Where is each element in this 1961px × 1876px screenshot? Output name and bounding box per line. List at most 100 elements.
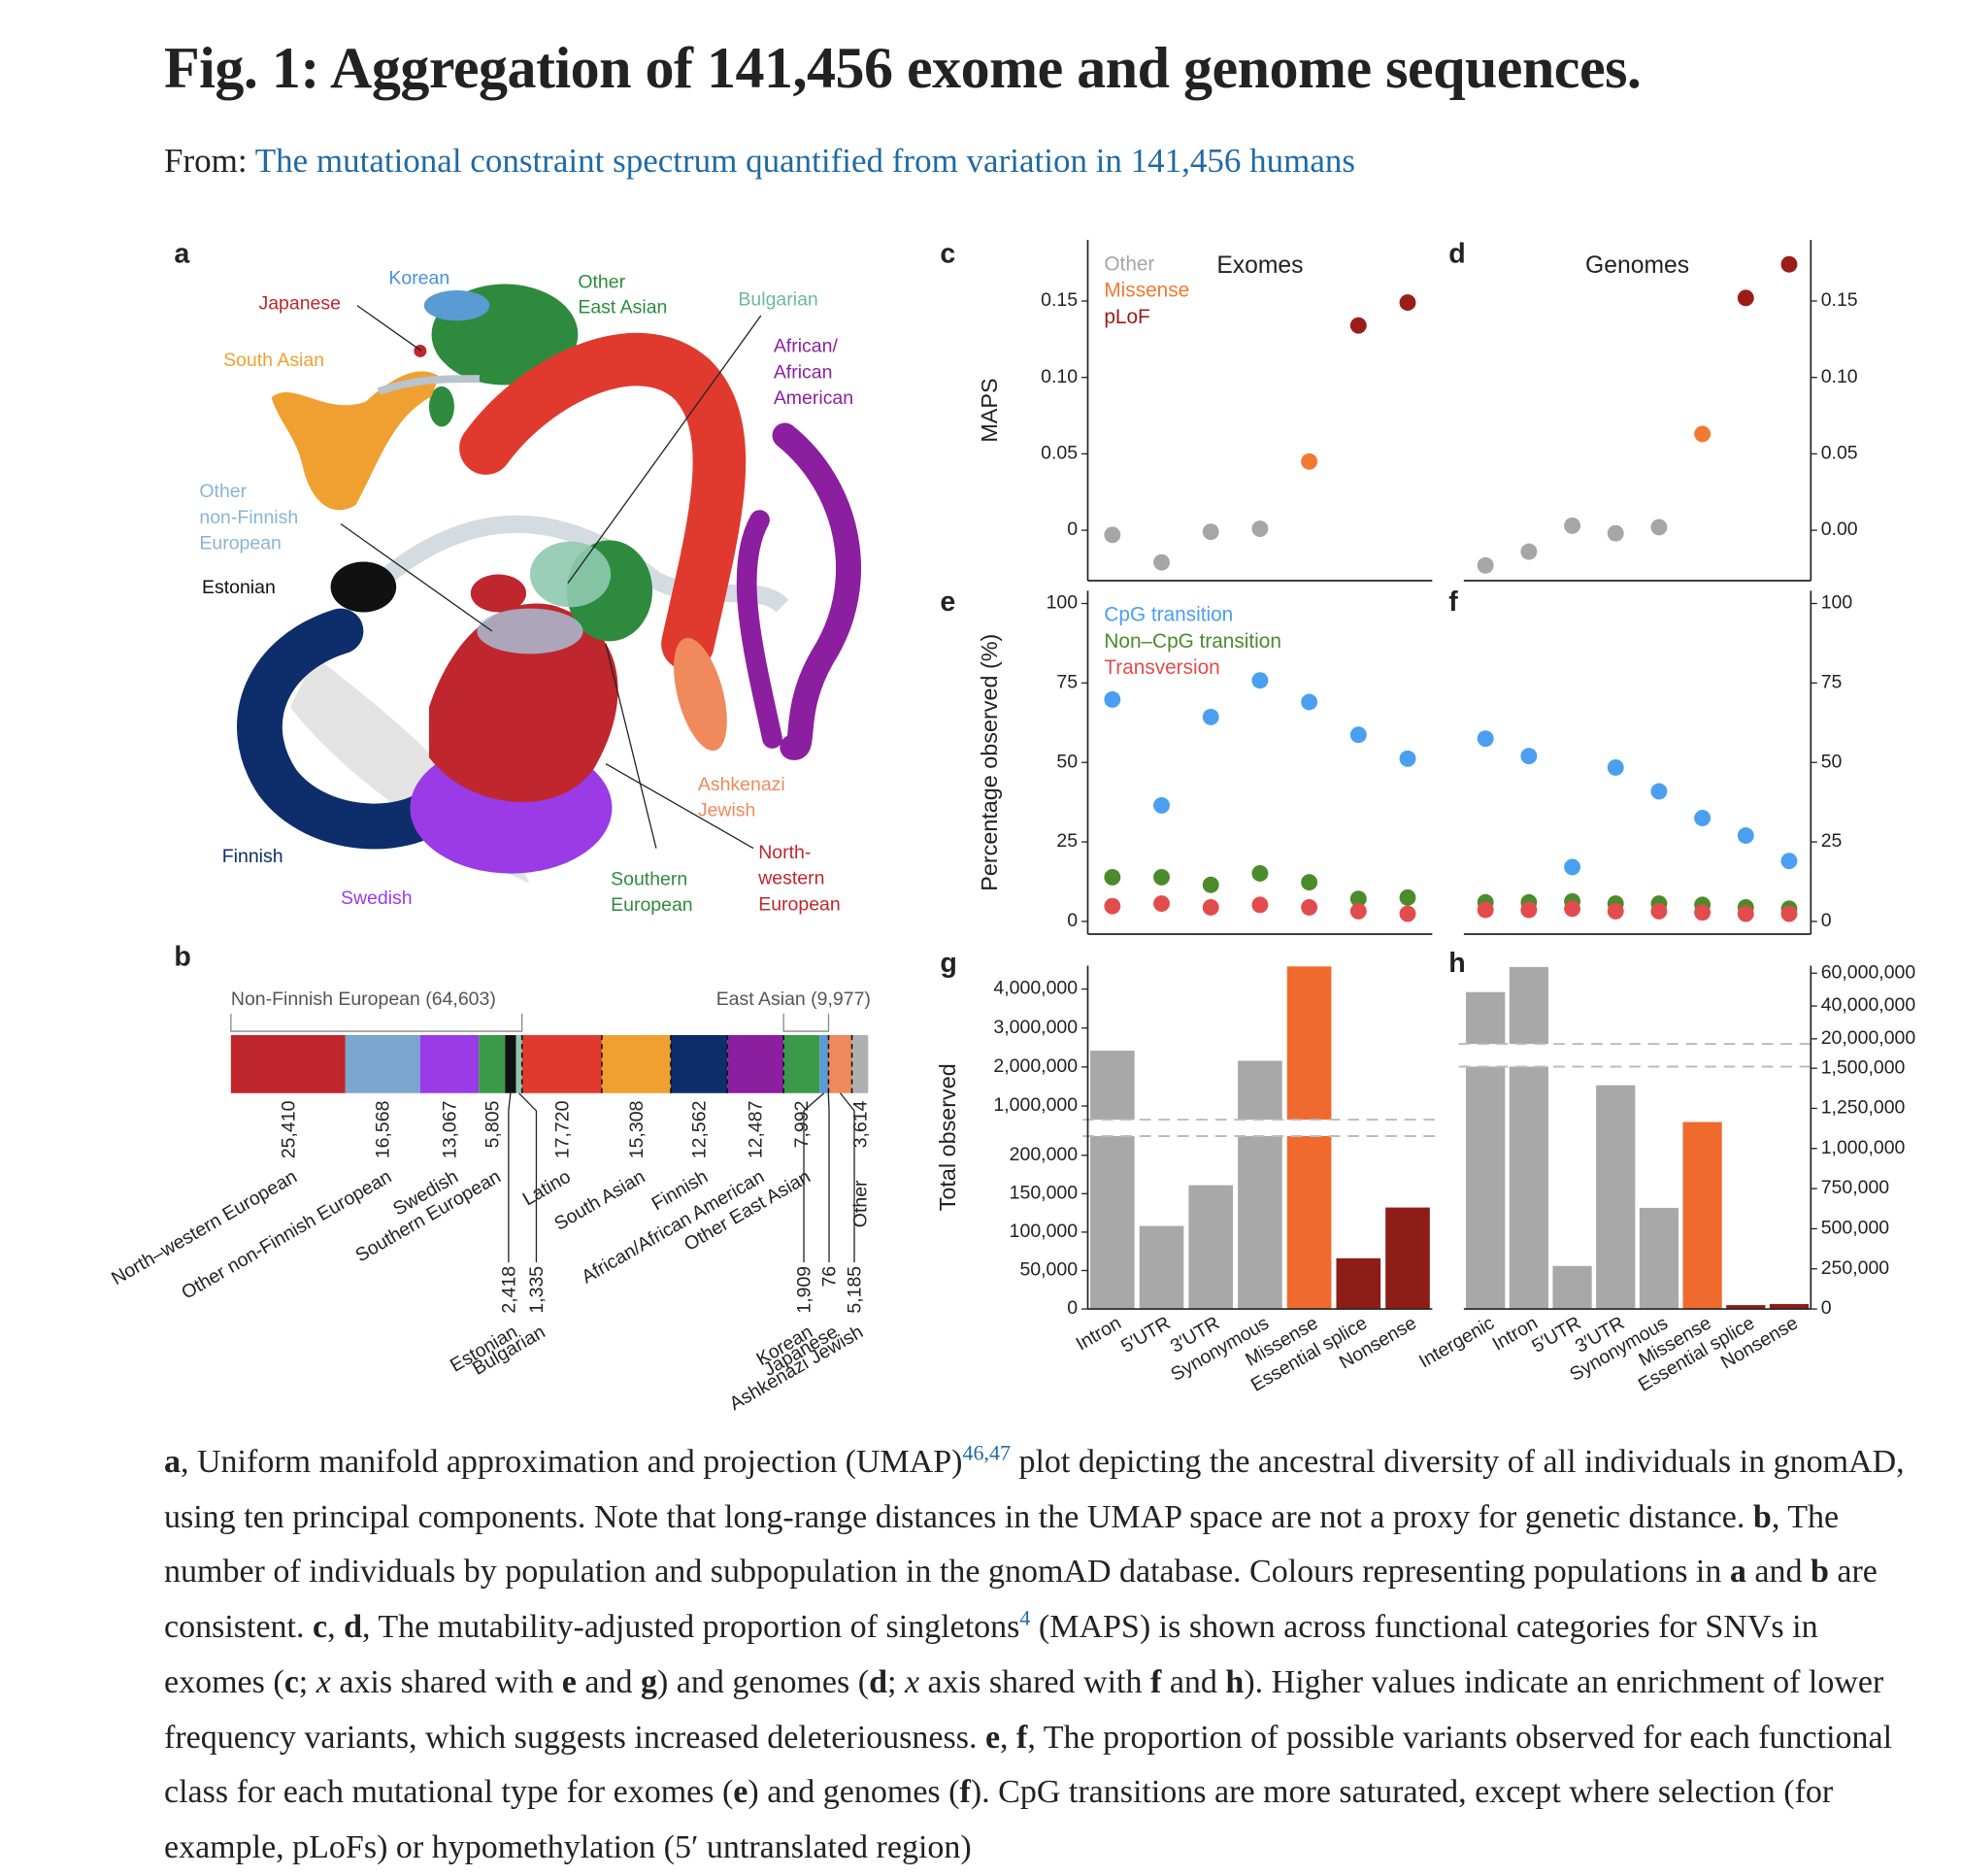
data-point xyxy=(1301,453,1317,470)
article-link[interactable]: The mutational constraint spectrum quant… xyxy=(255,142,1355,180)
y-tick-label: 1,500,000 xyxy=(1821,1056,1906,1078)
data-point xyxy=(1650,519,1667,535)
data-point xyxy=(1301,899,1317,916)
value-label: 7,992 xyxy=(791,1101,813,1149)
group-label: Non-Finnish European (64,603) xyxy=(231,988,496,1010)
caption-text: ; xyxy=(299,1664,316,1700)
y-tick-label: 0 xyxy=(1067,1297,1078,1319)
data-point xyxy=(1350,318,1367,334)
citation[interactable]: 46,47 xyxy=(962,1441,1011,1465)
caption-bold: c xyxy=(313,1609,327,1645)
bar xyxy=(1640,1208,1678,1309)
y-tick-label: 25 xyxy=(1821,830,1843,852)
panel-title: Genomes xyxy=(1585,252,1689,279)
y-axis-label: MAPS xyxy=(977,378,1002,442)
caption-text: ; xyxy=(887,1664,905,1700)
data-point xyxy=(1738,906,1754,922)
umap-korean xyxy=(424,290,490,320)
y-tick-label: 200,000 xyxy=(1010,1144,1079,1165)
label-line: Japanese xyxy=(258,293,341,315)
data-point xyxy=(1251,896,1268,913)
y-tick-label: 100 xyxy=(1821,592,1853,614)
citation[interactable]: 4 xyxy=(1019,1606,1030,1630)
caption-italic: x xyxy=(316,1664,331,1700)
value-label: 17,720 xyxy=(551,1100,573,1158)
data-point xyxy=(1153,895,1170,912)
value-label: 5,185 xyxy=(845,1266,866,1314)
category-label: Other xyxy=(849,1180,871,1227)
y-tick-label: 0.00 xyxy=(1821,519,1858,540)
y-tick-label: 60,000,000 xyxy=(1821,961,1916,983)
umap-estonian xyxy=(331,562,397,613)
y-tick-label: 150,000 xyxy=(1010,1182,1079,1203)
x-tick-label: Intergenic xyxy=(1415,1312,1498,1372)
y-tick-label: 750,000 xyxy=(1821,1177,1890,1198)
data-point xyxy=(1738,827,1754,844)
data-point xyxy=(1650,784,1667,800)
from-label: From: xyxy=(164,142,248,180)
caption: a, Uniform manifold approximation and pr… xyxy=(164,1435,1911,1876)
data-point xyxy=(1478,902,1494,919)
panel-letter: f xyxy=(1448,586,1458,618)
data-point xyxy=(1400,889,1416,906)
bar xyxy=(1140,1226,1184,1309)
data-point xyxy=(1520,902,1537,919)
value-label: 15,308 xyxy=(626,1101,648,1159)
label-line: Other xyxy=(199,481,247,502)
bar xyxy=(1596,1086,1635,1309)
data-point xyxy=(1608,759,1624,776)
axis-break xyxy=(1089,1120,1431,1136)
leader-line xyxy=(606,644,656,849)
umap-label: Korean xyxy=(388,268,449,289)
label-line: Jewish xyxy=(698,799,756,821)
panel-letter: g xyxy=(940,948,956,979)
leader-line xyxy=(828,1093,829,1262)
bar xyxy=(1385,1208,1430,1309)
data-point xyxy=(1650,903,1667,920)
data-point xyxy=(1738,289,1754,306)
population-segment xyxy=(515,1035,521,1093)
caption-bold: e xyxy=(733,1774,748,1810)
population-segment xyxy=(479,1035,505,1093)
label-line: Latino xyxy=(603,352,654,374)
data-point xyxy=(1350,903,1367,920)
figure-title: Fig. 1: Aggregation of 141,456 exome and… xyxy=(164,35,1641,102)
data-point xyxy=(1564,900,1580,917)
caption-text: , xyxy=(1000,1720,1016,1756)
y-tick-label: 2,000,000 xyxy=(993,1055,1078,1077)
y-tick-label: 0.10 xyxy=(1041,366,1078,387)
value-label: 1,335 xyxy=(526,1266,548,1314)
group-label: East Asian (9,977) xyxy=(716,988,871,1010)
umap-label: Bulgarian xyxy=(738,289,817,311)
y-tick-label: 0 xyxy=(1067,910,1078,931)
label-line: African xyxy=(774,361,833,383)
panel-letter: h xyxy=(1448,948,1465,979)
y-axis-label: Total observed xyxy=(935,1063,960,1211)
legend-entry: Missense xyxy=(1104,280,1189,302)
x-tick-label: 5′UTR xyxy=(1117,1313,1174,1357)
label-line: Southern xyxy=(611,868,687,889)
population-segment xyxy=(819,1035,828,1093)
y-tick-label: 1,000,000 xyxy=(1821,1137,1906,1158)
label-line: Finnish xyxy=(222,846,283,867)
category-label: Latino xyxy=(519,1166,575,1211)
data-point xyxy=(1301,694,1317,711)
data-point xyxy=(1781,256,1798,273)
x-tick-label: Intron xyxy=(1073,1313,1125,1356)
y-axis-label: Percentage observed (%) xyxy=(977,634,1002,891)
data-point xyxy=(1104,691,1120,708)
y-tick-label: 50,000 xyxy=(1019,1259,1078,1281)
umap-label: Finnish xyxy=(222,846,283,867)
value-label: 12,562 xyxy=(689,1101,711,1159)
umap-label: Latino xyxy=(603,352,654,374)
population-segment xyxy=(505,1035,515,1093)
caption-bold: e xyxy=(985,1720,1000,1756)
caption-text: , The mutability-adjusted proportion of … xyxy=(362,1609,1019,1645)
label-line: Bulgarian xyxy=(738,289,817,311)
y-tick-label: 0.05 xyxy=(1041,443,1078,464)
data-point xyxy=(1350,726,1367,743)
y-tick-label: 250,000 xyxy=(1821,1257,1890,1279)
